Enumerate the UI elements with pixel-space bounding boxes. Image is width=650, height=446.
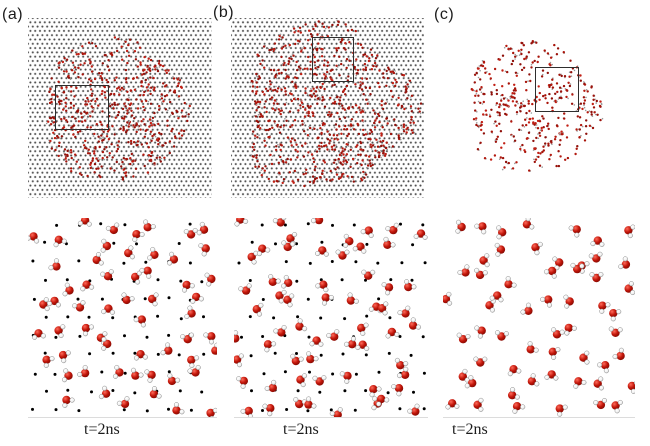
- zoom-region-box-a: [55, 85, 109, 130]
- panel-b-label: (b): [213, 4, 235, 21]
- molecules-b: [227, 212, 428, 419]
- time-label-b: t=2ns: [283, 421, 319, 438]
- panel-c-label: (c): [434, 6, 455, 23]
- water-droplet-b: [249, 19, 423, 188]
- water-droplet-a: [45, 36, 191, 181]
- panel-a-zoom-view: [25, 216, 223, 422]
- panel-c-droplet-overview: [440, 18, 640, 198]
- panel-c-zoom-view: [441, 216, 640, 418]
- molecules-a: [25, 216, 223, 422]
- panel-b-droplet-overview: [231, 18, 424, 198]
- molecules-c: [441, 216, 640, 417]
- time-label-c: t=2ns: [452, 421, 488, 438]
- time-label-a: t=2ns: [84, 421, 120, 438]
- panel-a-droplet-overview: [28, 18, 212, 198]
- zoom-region-box-b: [312, 37, 354, 82]
- water-droplet-c: [470, 40, 604, 172]
- zoom-region-box-c: [535, 67, 579, 112]
- panel-b-zoom-view: [227, 212, 428, 419]
- panel-a-label: (a): [2, 6, 24, 23]
